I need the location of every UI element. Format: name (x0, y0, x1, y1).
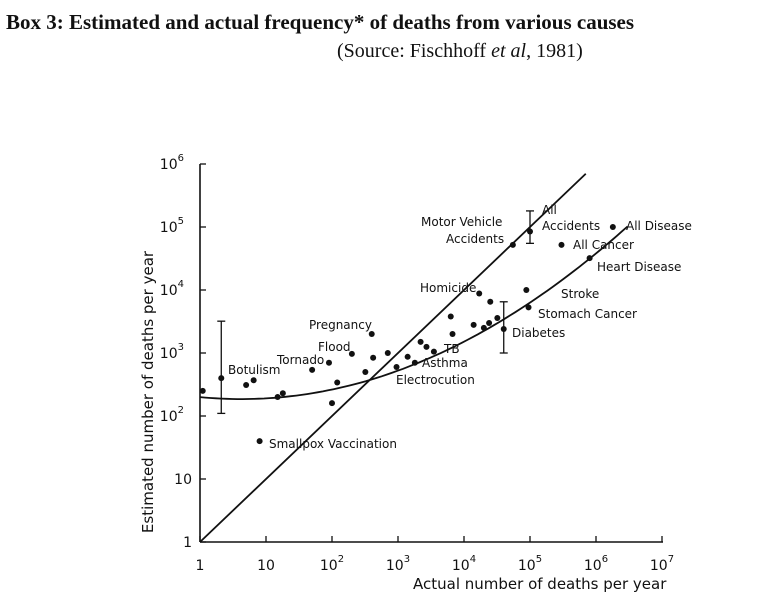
data-point-0 (199, 387, 206, 394)
x-tick-label-3: 103 (386, 554, 410, 574)
label-tb: TB (443, 342, 460, 356)
label-pregnancy: Pregnancy (309, 318, 372, 332)
label-all-cancer: All Cancer (573, 238, 634, 252)
x-tick-label-1: 10 (257, 558, 275, 574)
data-point-7 (309, 366, 316, 373)
data-point-32 (523, 287, 530, 293)
data-point-17 (404, 353, 411, 360)
data-point-4 (256, 438, 263, 445)
identity-line (199, 173, 587, 543)
data-point-34 (527, 228, 533, 235)
data-point-8 (325, 359, 332, 366)
x-tick-label-2: 102 (320, 554, 344, 574)
data-point-14 (370, 354, 377, 361)
y-tick-label-1: 10 (174, 472, 192, 488)
data-point-22 (447, 313, 454, 320)
data-point-28 (487, 298, 494, 305)
data-point-11 (348, 350, 355, 357)
data-point-12 (362, 368, 369, 375)
label-all-disease: All Disease (626, 219, 692, 233)
data-point-21 (430, 348, 437, 355)
data-points (199, 224, 616, 445)
label-heart-disease: Heart Disease (597, 260, 681, 274)
data-point-27 (486, 319, 493, 326)
data-point-5 (274, 394, 281, 401)
label-homicide: Homicide (420, 281, 476, 295)
data-point-13 (368, 331, 375, 338)
data-point-36 (586, 255, 593, 262)
label-smallpox-vaccination: Smallpox Vaccination (269, 437, 397, 451)
y-tick-label-2: 102 (160, 405, 184, 425)
data-point-31 (509, 241, 516, 248)
label-diabetes: Diabetes (512, 326, 565, 340)
data-point-18 (411, 359, 418, 366)
label-motor-vehicle-line1: Motor Vehicle (421, 215, 502, 229)
data-point-30 (500, 326, 507, 333)
data-point-15 (384, 350, 391, 356)
data-point-26 (480, 324, 487, 331)
data-point-19 (417, 338, 424, 345)
point-labels: Botulism Smallpox Vaccination Tornado Fl… (228, 203, 692, 451)
y-tick-label-5: 105 (160, 216, 184, 236)
label-motor-vehicle-line2: Accidents (446, 232, 504, 246)
data-point-20 (423, 343, 430, 350)
data-point-33 (525, 304, 532, 311)
x-tick-label-4: 104 (452, 554, 476, 574)
label-stroke: Stroke (561, 287, 599, 301)
x-tick-label-5: 105 (518, 554, 542, 574)
box-title: Box 3: Estimated and actual frequency* o… (6, 10, 635, 34)
label-all-accidents-line2: Accidents (542, 219, 600, 233)
source-et-al: et al (491, 40, 527, 62)
x-tick-label-6: 106 (584, 554, 608, 574)
y-tick-label-0: 1 (183, 535, 192, 551)
source-prefix: (Source: Fischhoff (337, 40, 492, 62)
source-suffix: , 1981) (526, 40, 583, 62)
data-point-3 (250, 377, 257, 384)
data-point-10 (334, 379, 341, 386)
label-asthma: Asthma (422, 356, 468, 370)
data-point-2 (243, 382, 250, 389)
data-point-29 (494, 314, 501, 321)
label-flood: Flood (318, 340, 351, 354)
data-point-23 (449, 331, 456, 338)
data-point-24 (470, 321, 477, 328)
label-stomach-cancer: Stomach Cancer (538, 307, 637, 321)
label-all-accidents-line1: All (542, 203, 557, 217)
data-point-6 (279, 390, 286, 397)
source-citation: (Source: Fischhoff et al, 1981) (337, 40, 583, 63)
label-electrocution: Electrocution (396, 373, 475, 387)
data-point-16 (393, 363, 400, 370)
data-point-35 (558, 241, 565, 248)
x-axis-title: Actual number of deaths per year (413, 575, 667, 593)
label-tornado: Tornado (276, 353, 324, 367)
y-tick-label-6: 106 (160, 153, 184, 173)
y-tick-label-4: 104 (160, 279, 184, 299)
y-tick-label-3: 103 (160, 342, 184, 362)
y-axis-title: Estimated number of deaths per year (139, 250, 157, 533)
data-point-25 (476, 290, 483, 297)
x-tick-label-0: 1 (196, 558, 205, 574)
x-tick-label-7: 107 (650, 554, 674, 574)
data-point-1 (218, 375, 225, 382)
label-botulism: Botulism (228, 363, 281, 377)
data-point-37 (609, 224, 616, 230)
data-point-9 (329, 400, 335, 407)
